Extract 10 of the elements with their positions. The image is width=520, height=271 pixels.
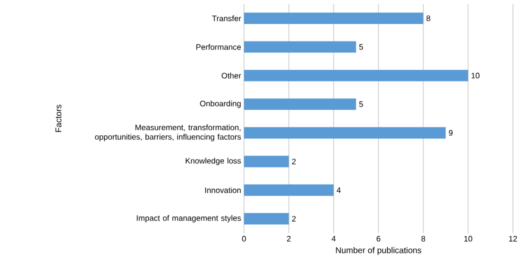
y-axis-title: Factors — [56, 104, 62, 132]
x-axis-title: Number of publications — [336, 247, 422, 255]
bar — [244, 12, 424, 24]
bar — [244, 98, 356, 110]
bar — [244, 41, 356, 53]
bar — [244, 127, 446, 139]
bar — [244, 184, 334, 196]
bar — [244, 156, 289, 168]
bar — [244, 70, 468, 82]
bar — [244, 213, 289, 225]
